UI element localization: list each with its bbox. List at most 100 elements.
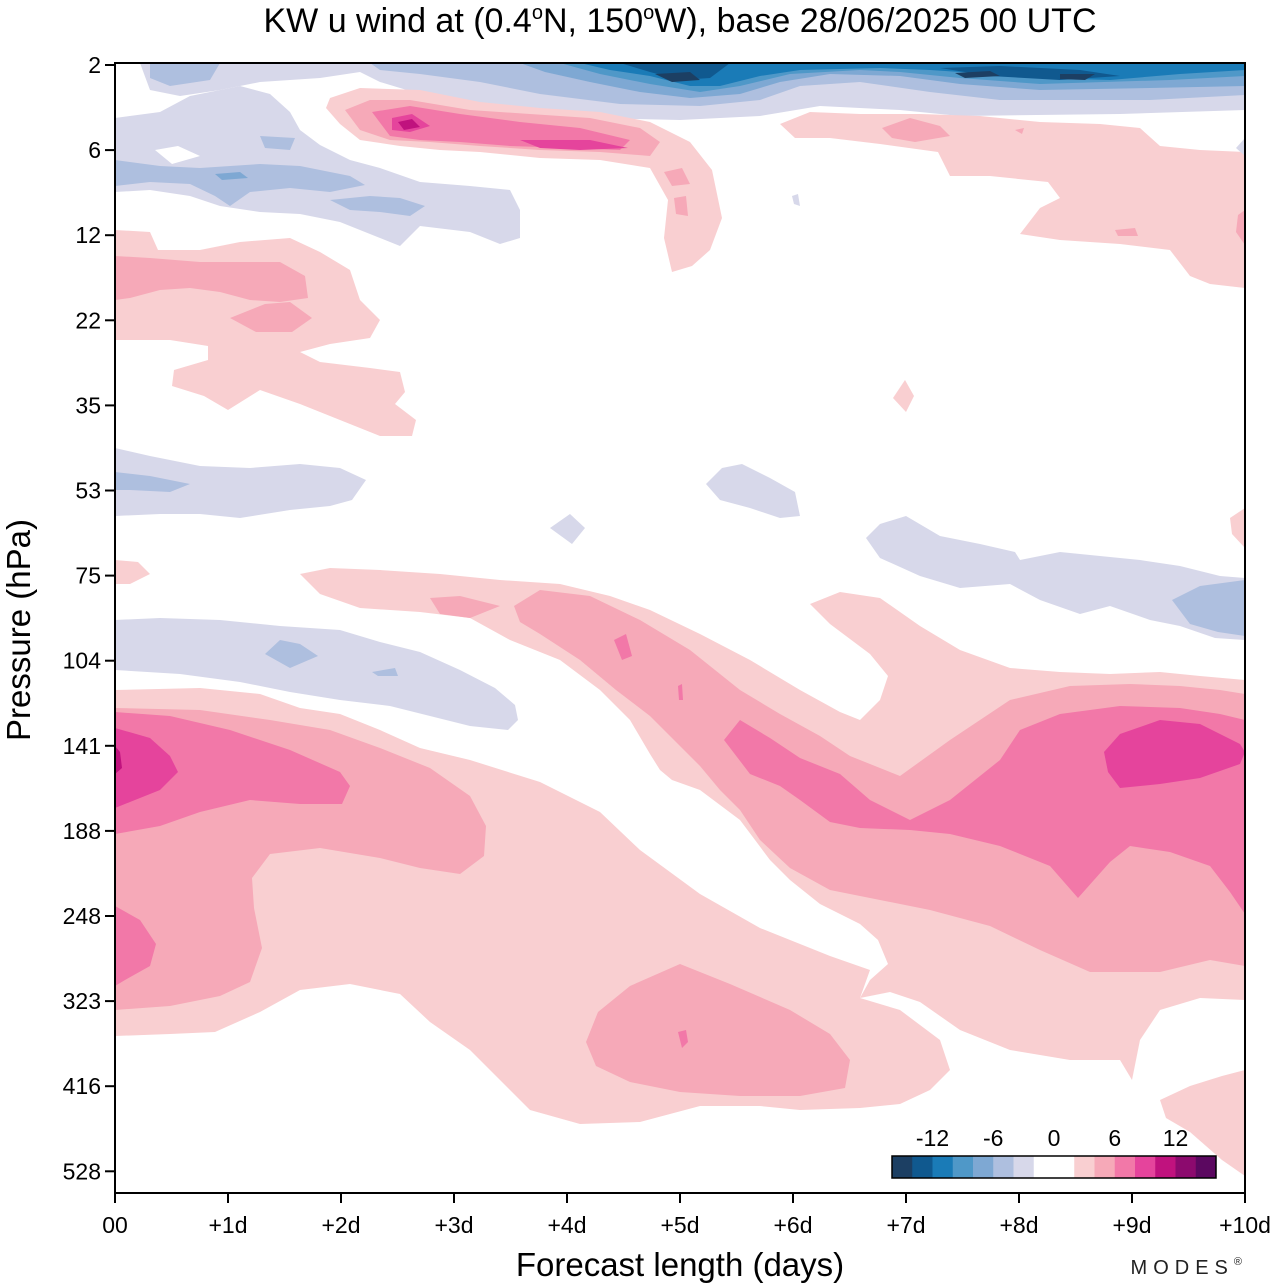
contour-easterly-left [155,146,200,164]
contour-westerly-main [115,712,350,834]
contour-westerly-main [614,634,632,660]
contour-westerly-jet [520,140,628,150]
colorbar-swatch [932,1156,954,1178]
y-tick-label: 188 [63,818,101,844]
contour-easterly-left [330,196,425,216]
contour-easterly-top [580,63,1245,86]
contour-westerly-upper-right [780,112,1245,288]
colorbar-swatch [1013,1156,1035,1178]
y-tick-label: 248 [63,903,101,929]
contour-easterly-left [115,160,365,206]
y-tick-label: 141 [63,733,101,759]
x-tick-label: +5d [660,1212,699,1238]
contour-easterly-80 [1230,508,1245,548]
colorbar-swatch [993,1156,1014,1178]
colorbar-label: 6 [1108,1125,1121,1151]
y-tick-label: 22 [75,307,101,333]
contour-westerly-main [430,596,500,618]
colorbar-swatch [973,1156,994,1178]
colorbar-swatch [1155,1156,1176,1178]
colorbar-swatch [1094,1156,1116,1178]
y-tick-label: 6 [88,137,101,163]
colorbar-swatch [1135,1156,1156,1178]
contour-westerly-jet [674,196,688,216]
colorbar-swatch [952,1156,974,1178]
x-tick-label: +10d [1219,1212,1271,1238]
contour-westerly-main [115,906,156,986]
x-tick-label: +3d [434,1212,473,1238]
colorbar-frame [891,1155,1217,1179]
contour-easterly-53 [706,464,800,518]
x-axis: 00 +1d +2d +3d +4d +5d +6d +7d +8d +9d +10d [102,1193,1271,1238]
contour-easterly-110 [372,668,398,676]
colorbar-swatch [1033,1156,1055,1178]
contour-easterly-top [150,63,220,86]
contour-easterly-110 [115,618,518,730]
contour-westerly-core [115,728,178,808]
contour-westerly-upper-right [792,194,800,206]
contour-westerly-upper-right [882,118,950,142]
colorbar-label: -6 [983,1125,1003,1151]
y-tick-label: 528 [63,1158,101,1184]
contour-easterly-top [955,71,1000,78]
colorbar-swatch [892,1156,913,1178]
y-tick-label: 12 [75,222,101,248]
x-tick-label: +7d [886,1212,925,1238]
contour-easterly-left [260,136,295,150]
contour-westerly-main [1160,1070,1245,1176]
contour-westerly-jet [664,168,690,186]
chart-title: KW u wind at (0.4oN, 150oW), base 28/06/… [263,2,1096,40]
contour-westerly-upper-right [1115,228,1138,236]
contour-westerly-lower-strat [115,256,308,302]
colorbar: -12 -6 0 6 12 [891,1125,1217,1179]
contour-westerly-jet [398,119,420,130]
contour-westerly-jet [372,106,630,150]
x-tick-label: +2d [321,1212,360,1238]
contour-easterly-80 [866,516,1245,640]
contour-easterly-53 [115,472,190,492]
x-tick-label: +4d [547,1212,586,1238]
contour-easterly-top [1060,74,1095,80]
y-tick-label: 2 [88,52,101,78]
contour-westerly-upper-right [1236,210,1245,245]
y-tick-label: 75 [75,563,101,589]
colorbar-label: 0 [1048,1125,1061,1151]
contour-easterly-80 [1172,580,1245,636]
contour-easterly-53 [115,448,366,518]
x-tick-label: +1d [208,1212,247,1238]
contour-field [115,63,1245,1193]
contour-easterly-top [620,63,730,80]
contour-westerly-core [1104,720,1245,788]
x-tick-label: +8d [999,1212,1038,1238]
contour-easterly-110 [265,640,318,668]
y-tick-label: 53 [75,478,101,504]
contour-westerly-lower-strat [230,302,312,332]
colorbar-swatch [1054,1156,1075,1178]
contour-westerly-main [678,684,683,700]
contour-westerly-upper-right [1236,138,1245,156]
brand-logo: MODES® [1131,1256,1248,1279]
contour-westerly-small [115,560,150,584]
y-tick-label: 35 [75,392,101,418]
y-axis-label: Pressure (hPa) [0,519,37,741]
contour-westerly-core [115,746,122,774]
contour-westerly-main [586,964,850,1096]
contour-westerly-main [678,1030,688,1048]
colorbar-label: 12 [1163,1125,1189,1151]
x-tick-label: 00 [102,1212,128,1238]
colorbar-swatch [912,1156,933,1178]
x-tick-label: +9d [1112,1212,1151,1238]
colorbar-swatch [1074,1156,1095,1178]
contour-westerly-lower-strat [893,380,914,412]
colorbar-swatch [1175,1156,1197,1178]
contour-easterly-53 [550,514,585,544]
contour-easterly-left [215,172,248,180]
contour-easterly-top [655,72,700,82]
y-tick-label: 416 [63,1073,101,1099]
contour-westerly-upper-right [1015,128,1024,134]
colorbar-label: -12 [916,1125,949,1151]
y-tick-label: 104 [63,648,102,674]
y-tick-label: 323 [63,988,101,1014]
y-axis: 2 6 12 22 35 53 75 104 141 188 248 323 416 528 [63,52,115,1184]
